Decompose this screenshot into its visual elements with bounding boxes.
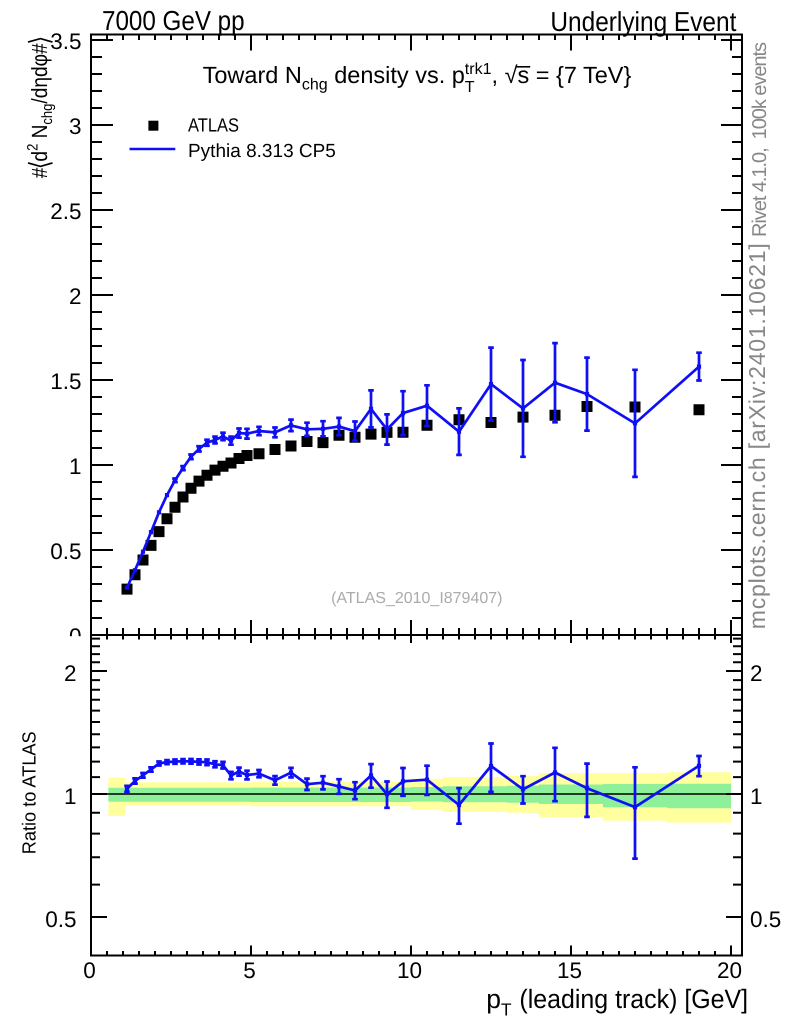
svg-text:s: s [518, 62, 530, 88]
svg-text:5: 5 [243, 958, 256, 983]
svg-text:3: 3 [69, 114, 82, 139]
svg-text:(ATLAS_2010_I879407): (ATLAS_2010_I879407) [331, 590, 502, 607]
svg-text:1.5: 1.5 [50, 369, 81, 394]
svg-text:0: 0 [83, 958, 96, 983]
svg-text:2: 2 [750, 661, 763, 686]
svg-text:2: 2 [64, 661, 77, 686]
svg-text:10: 10 [397, 958, 422, 983]
svg-text:density vs. p: density vs. p [328, 62, 465, 88]
svg-text:0.5: 0.5 [50, 539, 81, 564]
svg-text:N: N [27, 125, 52, 144]
svg-text:0.5: 0.5 [750, 907, 781, 932]
svg-text:(leading track) [GeV]: (leading track) [GeV] [513, 984, 749, 1014]
svg-text:0.5: 0.5 [45, 907, 76, 932]
svg-text:1: 1 [64, 784, 77, 809]
svg-text:#: # [27, 43, 52, 54]
svg-text:7000 GeV pp: 7000 GeV pp [102, 5, 245, 36]
svg-text:/dηdφ: /dηdφ [27, 54, 52, 104]
svg-text:#: # [27, 167, 52, 178]
svg-text:√: √ [505, 62, 518, 88]
svg-text:trk1: trk1 [465, 61, 492, 78]
svg-text:Ratio to ATLAS: Ratio to ATLAS [20, 731, 41, 854]
svg-text:2: 2 [25, 144, 42, 151]
svg-text:ATLAS: ATLAS [188, 116, 239, 137]
svg-text:20: 20 [717, 958, 742, 983]
svg-text:1: 1 [750, 784, 763, 809]
svg-text:= {7 TeV}: = {7 TeV} [529, 62, 631, 88]
svg-text:chg: chg [302, 77, 328, 94]
svg-text:2: 2 [69, 284, 82, 309]
svg-text:3.5: 3.5 [50, 29, 81, 54]
svg-text:Underlying Event: Underlying Event [550, 6, 736, 37]
svg-text:Pythia 8.313 CP5: Pythia 8.313 CP5 [188, 141, 336, 162]
svg-text:Rivet 4.1.0, 100k events: Rivet 4.1.0, 100k events [749, 42, 771, 237]
svg-text:2.5: 2.5 [50, 199, 81, 224]
svg-text:Toward N: Toward N [203, 62, 302, 88]
svg-text:p: p [486, 984, 501, 1014]
svg-text:mcplots.cern.ch [arXiv:2401.10: mcplots.cern.ch [arXiv:2401.10621] [744, 243, 770, 629]
svg-text:T: T [465, 79, 475, 96]
svg-text:15: 15 [557, 958, 582, 983]
svg-text:d: d [27, 151, 52, 162]
svg-text:T: T [501, 1000, 512, 1020]
svg-text:1: 1 [69, 454, 82, 479]
svg-text:chg: chg [39, 104, 56, 125]
svg-text:,: , [492, 62, 499, 88]
